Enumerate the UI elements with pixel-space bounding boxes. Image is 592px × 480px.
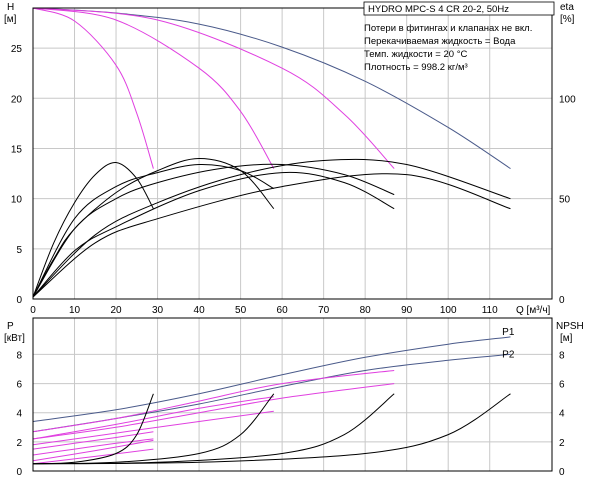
head-y-tick-label: 10 (11, 195, 23, 206)
power-y-tick-label: 8 (16, 350, 22, 361)
head-plot-frame (32, 7, 553, 300)
power-plot-curves (32, 336, 511, 465)
head-curve (32, 7, 154, 169)
head-plot-curves (32, 7, 511, 298)
head-plot-grid (32, 8, 553, 300)
p2-power-curve (32, 448, 154, 465)
npsh-y-tick-label: 6 (559, 380, 565, 391)
p1-power-curve (32, 439, 154, 462)
power-plot-grid (32, 318, 552, 472)
npsh-y-tick-label: 0 (559, 467, 565, 478)
npsh-y-tick-label: 2 (559, 438, 565, 449)
x-tick-label: 100 (440, 305, 457, 316)
power-y-tick-label: 4 (16, 409, 22, 420)
efficiency-curve (32, 163, 275, 298)
power-axis-label: P (7, 321, 14, 332)
x-tick-label: 70 (318, 305, 330, 316)
head-curve (32, 7, 395, 169)
power-y-tick-label: 6 (16, 380, 22, 391)
efficiency-curve (32, 161, 154, 298)
x-tick-label: 10 (69, 305, 81, 316)
npsh-curve (32, 393, 395, 465)
info-line-temperature: Темп. жидкости = 20 °C (364, 49, 467, 60)
tick-labels: 0 10 20 30 40 50 60 70 80 90 100 110051015202505010… (11, 44, 576, 478)
x-tick-label: 60 (277, 305, 289, 316)
head-axis-label: H (7, 2, 14, 13)
x-tick-label: 50 (235, 305, 247, 316)
power-y-tick-label: 2 (16, 438, 22, 449)
info-line-density: Плотность = 998.2 кг/м³ (364, 62, 468, 73)
p2-curve-label: P2 (502, 349, 515, 360)
x-tick-label: 40 (194, 305, 206, 316)
p1-power-curve (32, 396, 274, 440)
npsh-y-tick-label: 4 (559, 409, 565, 420)
x-tick-label: 0 (30, 305, 36, 316)
head-y-tick-label: 0 (16, 295, 22, 306)
efficiency-curve (32, 157, 275, 298)
chart-title-box (363, 1, 555, 16)
p1-curve-label: P1 (502, 327, 515, 338)
head-y-tick-label: 5 (16, 245, 22, 256)
flow-axis-label: Q [м³/ч] (516, 305, 551, 316)
info-line-losses: Потери в фитингах и клапанах не вкл. (364, 23, 532, 34)
efficiency-curve (32, 158, 511, 298)
head-curve (32, 7, 511, 170)
p2-power-curve (32, 438, 154, 456)
efficiency-curve (32, 163, 395, 298)
head-y-tick-label: 20 (11, 94, 23, 105)
chart-title: HYDRO MPC-S 4 CR 20-2, 50Hz (368, 4, 509, 15)
x-tick-label: 80 (360, 305, 372, 316)
head-curve (32, 7, 275, 169)
power-axis-unit: [кВт] (4, 333, 25, 344)
info-line-liquid: Перекачиваемая жидкость = Вода (364, 36, 516, 47)
x-tick-label: 30 (152, 305, 164, 316)
efficiency-curve (32, 173, 511, 298)
npsh-curve (32, 393, 275, 465)
p1-power-curve (32, 370, 395, 433)
head-y-tick-label: 25 (11, 44, 23, 55)
p2-power-curve (32, 410, 274, 446)
x-tick-label: 20 (110, 305, 122, 316)
head-axis-unit: [м] (4, 14, 17, 25)
x-tick-label: 90 (401, 305, 413, 316)
eta-axis-label: eta (560, 2, 574, 13)
eta-y-tick-label: 100 (559, 94, 576, 105)
eta-axis-unit: [%] (560, 14, 575, 25)
efficiency-curve (32, 171, 395, 298)
plot-frames (32, 7, 553, 472)
power-y-tick-label: 0 (16, 467, 22, 478)
npsh-axis-unit: [м] (560, 333, 573, 344)
npsh-curve (32, 393, 511, 465)
power-plot-frame (32, 317, 553, 472)
eta-y-tick-label: 0 (559, 295, 565, 306)
npsh-axis-label: NPSH (556, 321, 584, 332)
eta-y-tick-label: 50 (559, 195, 571, 206)
p2-power-curve (32, 383, 395, 440)
npsh-y-tick-label: 8 (559, 350, 565, 361)
head-y-tick-label: 15 (11, 144, 23, 155)
p1-power-curve (32, 336, 511, 422)
x-tick-label: 110 (482, 305, 498, 316)
